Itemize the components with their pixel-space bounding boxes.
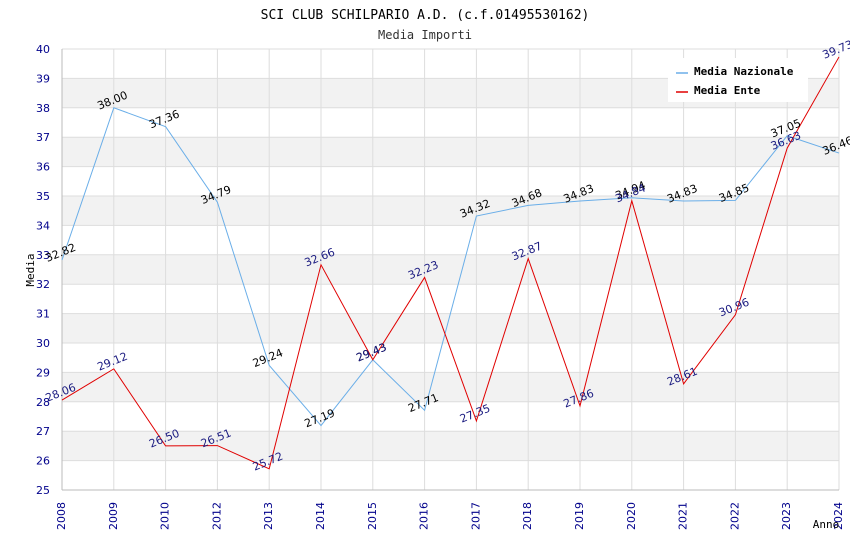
y-tick-label: 36 bbox=[36, 161, 50, 174]
plot-band bbox=[62, 372, 839, 402]
x-tick-label: 2014 bbox=[314, 502, 327, 530]
x-tick-label: 2015 bbox=[366, 502, 379, 530]
y-tick-label: 32 bbox=[36, 278, 50, 291]
plot-band bbox=[62, 401, 839, 432]
series-line-nazionale bbox=[61, 107, 840, 427]
x-tick-label: 2009 bbox=[107, 502, 120, 530]
x-tick-label: 2016 bbox=[418, 502, 431, 530]
y-tick-label: 31 bbox=[36, 308, 50, 321]
x-tick-label: 2018 bbox=[521, 502, 534, 530]
y-tick-label: 25 bbox=[36, 484, 50, 497]
x-tick-label: 2024 bbox=[832, 502, 845, 530]
x-tick-label: 2008 bbox=[55, 502, 68, 530]
chart-title: SCI CLUB SCHILPARIO A.D. (c.f.0149553016… bbox=[261, 8, 590, 23]
x-tick-label: 2019 bbox=[573, 502, 586, 530]
y-tick-label: 40 bbox=[36, 43, 50, 56]
y-tick-label: 35 bbox=[36, 190, 50, 203]
y-tick-label: 29 bbox=[36, 366, 50, 379]
legend-label-nazionale: Media Nazionale bbox=[694, 65, 794, 78]
plot-band bbox=[62, 137, 839, 167]
x-tick-label: 2017 bbox=[469, 502, 482, 530]
y-tick-label: 28 bbox=[36, 396, 50, 409]
plot-band bbox=[62, 313, 839, 343]
chart-subtitle: Media Importi bbox=[378, 28, 472, 42]
plot-band bbox=[62, 225, 839, 255]
plot-band bbox=[62, 107, 839, 138]
plot-band bbox=[62, 166, 839, 196]
x-axis-ticks: 2008 2009 2010 2012 2013 2014 2015 2016 2017 2018… bbox=[55, 502, 845, 530]
plot-band bbox=[62, 284, 839, 314]
grid-lines bbox=[61, 48, 840, 491]
y-tick-label: 38 bbox=[36, 102, 50, 115]
series-line-ente bbox=[61, 56, 840, 470]
y-tick-label: 26 bbox=[36, 455, 50, 468]
plot-band bbox=[62, 254, 839, 285]
y-tick-label: 27 bbox=[36, 425, 50, 438]
legend-label-ente: Media Ente bbox=[694, 84, 761, 97]
x-tick-label: 2023 bbox=[780, 502, 793, 530]
plot-bands bbox=[62, 49, 839, 490]
x-tick-label: 2010 bbox=[159, 502, 172, 530]
y-tick-label: 34 bbox=[36, 219, 50, 232]
legend-box bbox=[668, 58, 808, 102]
plot-band bbox=[62, 460, 839, 490]
y-axis-ticks: 25 26 27 28 29 30 31 32 33 34 35 36 37 38 39 40 bbox=[36, 43, 50, 497]
x-tick-label: 2022 bbox=[728, 502, 741, 530]
y-tick-label: 39 bbox=[36, 72, 50, 85]
x-tick-label: 2012 bbox=[210, 502, 223, 530]
x-tick-label: 2020 bbox=[625, 502, 638, 530]
y-tick-label: 33 bbox=[36, 249, 50, 262]
y-tick-label: 37 bbox=[36, 131, 50, 144]
plot-band bbox=[62, 343, 839, 373]
y-axis-label: Media bbox=[24, 253, 37, 286]
y-tick-label: 30 bbox=[36, 337, 50, 350]
x-axis-label: Anno bbox=[813, 518, 840, 531]
x-tick-label: 2013 bbox=[262, 502, 275, 530]
legend: Media Nazionale Media Ente bbox=[668, 58, 808, 102]
x-tick-label: 2021 bbox=[677, 502, 690, 530]
series-lines bbox=[61, 56, 840, 470]
